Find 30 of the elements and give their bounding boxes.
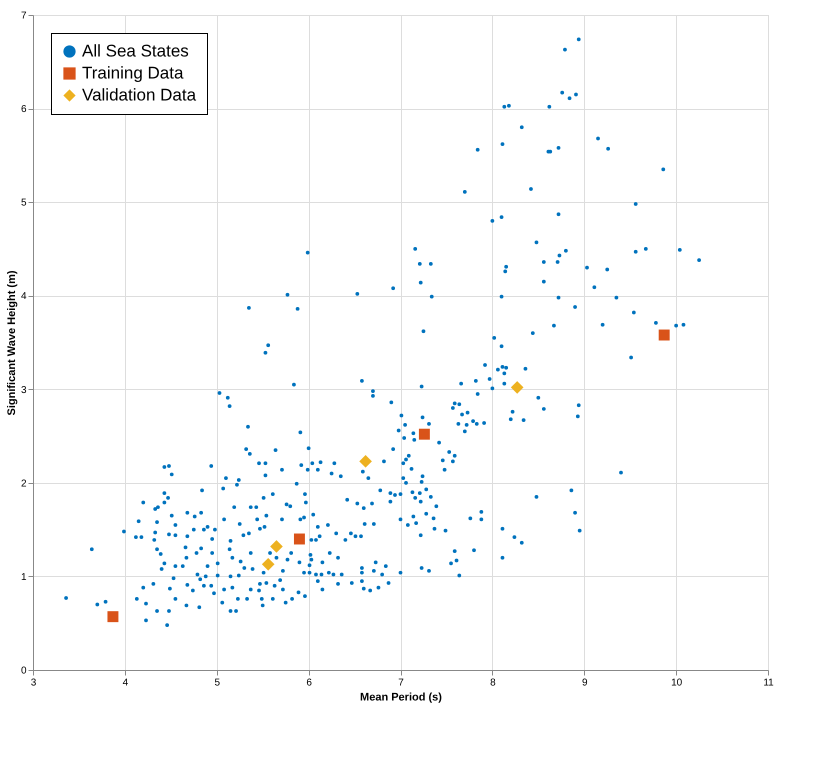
- point: [270, 540, 283, 553]
- y-tick-label: 5: [20, 198, 27, 209]
- point: [359, 455, 372, 468]
- point: [658, 330, 670, 340]
- y-tick-label: 2: [20, 478, 27, 490]
- legend-label: Validation Data: [82, 86, 197, 104]
- x-tick-label: 3: [30, 678, 37, 688]
- x-tick-label: 9: [582, 678, 588, 688]
- point: [294, 534, 305, 544]
- point: [107, 611, 118, 622]
- point: [418, 428, 430, 440]
- y-tick-label: 7: [20, 10, 27, 22]
- x-tick-label: 10: [671, 678, 683, 688]
- y-axis-title: Significant Wave Height (m): [6, 270, 18, 416]
- y-tick-label: 1: [20, 572, 27, 583]
- legend-label: Training Data: [82, 64, 184, 82]
- y-tick-label: 6: [20, 104, 27, 116]
- x-tick-label: 7: [398, 678, 404, 688]
- x-tick-label: 4: [122, 678, 129, 688]
- y-tick-label: 4: [20, 291, 27, 302]
- x-tick-label: 8: [490, 678, 496, 688]
- y-tick-label: 0: [20, 666, 27, 676]
- x-tick-label: 6: [306, 678, 312, 688]
- point: [510, 381, 524, 394]
- point: [262, 558, 275, 571]
- x-tick-label: 5: [214, 678, 220, 688]
- legend-label: All Sea States: [82, 42, 189, 60]
- x-axis-title: Mean Period (s): [360, 692, 442, 704]
- x-tick-label: 11: [763, 678, 774, 688]
- y-tick-label: 3: [20, 384, 27, 396]
